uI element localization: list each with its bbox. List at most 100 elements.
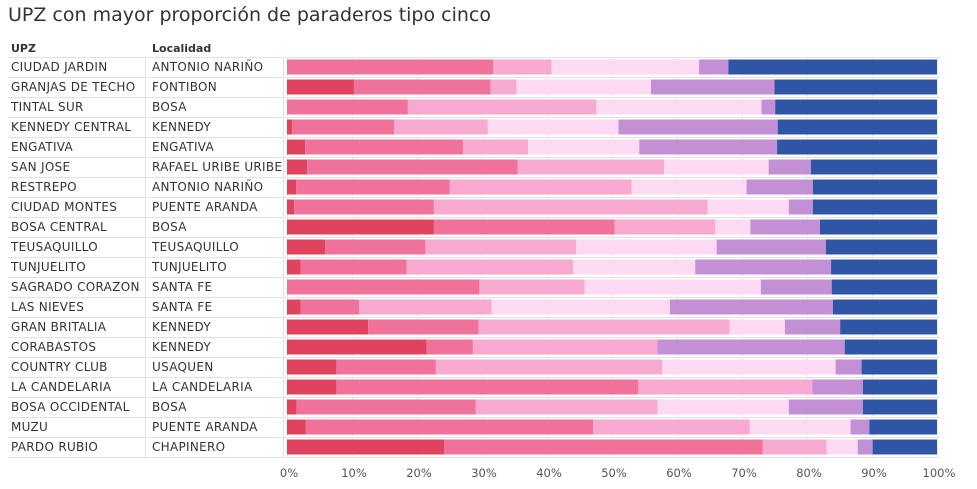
- bar-segment: [305, 419, 594, 435]
- upz-label: BOSA CENTRAL: [11, 220, 107, 234]
- bar-segment: [435, 359, 663, 375]
- bar-segment: [835, 359, 862, 375]
- bar-segment: [307, 159, 518, 175]
- bar-segment: [472, 339, 658, 355]
- x-tick-label: 10%: [341, 466, 367, 480]
- x-tick-label: 60%: [666, 466, 692, 480]
- bar-segment: [576, 239, 717, 255]
- bar-segment: [840, 319, 937, 335]
- bar-segment: [287, 279, 480, 295]
- bar-segment: [831, 279, 937, 295]
- x-tick-label: 80%: [796, 466, 822, 480]
- localidad-label: ANTONIO NARIÑO: [152, 59, 263, 74]
- upz-label: TINTAL SUR: [10, 100, 84, 114]
- bar-segment: [287, 319, 369, 335]
- bar-segment: [761, 99, 776, 115]
- bar-segment: [857, 439, 873, 455]
- bar-segment: [287, 99, 408, 115]
- bar-segment: [618, 119, 778, 135]
- upz-label: GRAN BRITALIA: [11, 320, 107, 334]
- bar-segment: [479, 279, 585, 295]
- upz-label: KENNEDY CENTRAL: [11, 120, 131, 134]
- x-tick-label: 70%: [731, 466, 757, 480]
- bar-segment: [664, 159, 769, 175]
- x-tick-label: 100%: [923, 466, 956, 480]
- bar-segment: [287, 159, 308, 175]
- localidad-label: PUENTE ARANDA: [152, 200, 258, 214]
- bar-segment: [812, 179, 937, 195]
- bar-segment: [669, 299, 833, 315]
- bar-segment: [699, 59, 729, 75]
- bar-segment: [528, 139, 640, 155]
- upz-label: BOSA OCCIDENTAL: [11, 400, 130, 414]
- bar-segment: [631, 179, 747, 195]
- bar-segment: [774, 79, 937, 95]
- bar-segment: [729, 319, 785, 335]
- upz-label: COUNTRY CLUB: [11, 360, 108, 374]
- bar-segment: [762, 439, 827, 455]
- bar-segment: [788, 399, 863, 415]
- bar-segment: [287, 359, 337, 375]
- bar-segment: [300, 259, 407, 275]
- bar-segment: [784, 319, 841, 335]
- bar-segment: [573, 259, 696, 275]
- localidad-label: TUNJUELITO: [151, 260, 227, 274]
- localidad-label: PUENTE ARANDA: [152, 420, 258, 434]
- bar-segment: [425, 239, 577, 255]
- bar-segment: [287, 239, 326, 255]
- bar-segment: [287, 139, 306, 155]
- upz-label: MUZU: [11, 420, 48, 434]
- bar-segment: [844, 339, 937, 355]
- bar-segment: [833, 299, 937, 315]
- bar-segment: [287, 219, 434, 235]
- upz-label: CIUDAD JARDIN: [11, 60, 108, 74]
- bar-segment: [788, 199, 813, 215]
- column-header-localidad: Localidad: [152, 42, 212, 55]
- bar-segment: [287, 199, 295, 215]
- bar-segment: [826, 439, 858, 455]
- upz-label: PARDO RUBIO: [11, 440, 98, 454]
- bar-segment: [749, 419, 851, 435]
- upz-label: GRANJAS DE TECHO: [11, 80, 136, 94]
- bar-segment: [292, 119, 395, 135]
- bar-segment: [353, 79, 491, 95]
- bar-segment: [825, 239, 937, 255]
- bar-segment: [638, 379, 813, 395]
- upz-label: LA CANDELARIA: [11, 380, 112, 394]
- bar-segment: [777, 119, 937, 135]
- bar-segment: [487, 119, 619, 135]
- bar-segment: [517, 159, 664, 175]
- bar-segment: [359, 299, 492, 315]
- bar-segment: [449, 179, 632, 195]
- bar-segment: [287, 59, 494, 75]
- bar-segment: [657, 399, 789, 415]
- bar-segment: [433, 199, 708, 215]
- bar-segment: [463, 139, 529, 155]
- x-tick-label: 20%: [406, 466, 432, 480]
- bar-segment: [490, 79, 517, 95]
- x-tick-label: 0%: [280, 466, 298, 480]
- localidad-label: ENGATIVA: [152, 140, 215, 154]
- bar-segment: [850, 419, 870, 435]
- bar-segment: [551, 59, 700, 75]
- chart-title: UPZ con mayor proporción de paraderos ti…: [8, 4, 491, 26]
- localidad-label: TEUSAQUILLO: [151, 240, 239, 254]
- upz-label: TEUSAQUILLO: [10, 240, 98, 254]
- localidad-label: BOSA: [152, 400, 187, 414]
- bar-segment: [287, 79, 354, 95]
- localidad-label: KENNEDY: [152, 120, 211, 134]
- bar-segment: [593, 419, 750, 435]
- bar-segment: [651, 79, 775, 95]
- bar-segment: [695, 259, 832, 275]
- localidad-label: KENNEDY: [152, 320, 211, 334]
- upz-label: CORABASTOS: [11, 340, 96, 354]
- localidad-label: ANTONIO NARIÑO: [152, 179, 263, 194]
- bar-segment: [750, 219, 820, 235]
- localidad-label: CHAPINERO: [152, 440, 225, 454]
- localidad-label: SANTA FE: [152, 300, 212, 314]
- bar-segment: [287, 399, 297, 415]
- localidad-label: BOSA: [152, 100, 187, 114]
- localidad-label: RAFAEL URIBE URIBE: [152, 160, 282, 174]
- x-tick-label: 50%: [601, 466, 627, 480]
- bar-segment: [862, 399, 937, 415]
